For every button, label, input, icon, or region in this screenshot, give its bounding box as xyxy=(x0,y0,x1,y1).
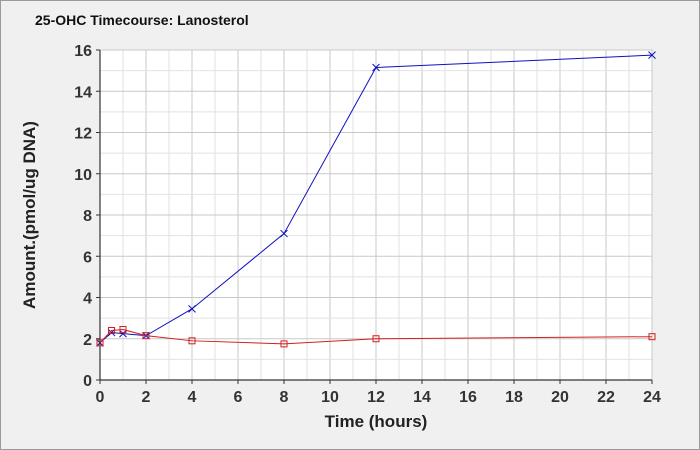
axes xyxy=(96,49,653,384)
series-1 xyxy=(96,51,656,347)
marker-stroke xyxy=(372,63,380,72)
series-layer xyxy=(96,51,656,348)
data-point-square-marker xyxy=(188,337,196,345)
data-point-square-marker xyxy=(280,340,288,348)
data-point-square-marker xyxy=(142,332,150,340)
series-2 xyxy=(96,325,656,348)
data-point-square-marker xyxy=(96,339,104,347)
data-point-x-marker xyxy=(372,63,380,72)
x-tick-label: 10 xyxy=(321,389,339,406)
y-tick-label: 12 xyxy=(74,126,92,143)
data-point-square-marker xyxy=(108,327,115,334)
chart-title: 25-OHC Timecourse: Lanosterol xyxy=(35,12,249,28)
y-tick-label: 2 xyxy=(83,332,92,349)
x-tick-label: 4 xyxy=(188,389,197,406)
x-tick-label: 0 xyxy=(96,389,105,406)
y-tick-label: 16 xyxy=(74,43,92,60)
y-tick-label: 0 xyxy=(83,373,92,390)
series-line xyxy=(99,54,653,344)
data-point-square-marker xyxy=(648,333,656,341)
x-tick-label: 18 xyxy=(505,389,523,406)
data-point-x-marker xyxy=(648,51,656,60)
marker-stroke xyxy=(188,304,196,313)
y-tick-label: 8 xyxy=(83,208,92,225)
series-line xyxy=(99,328,653,345)
data-point-x-marker xyxy=(280,229,288,238)
data-point-x-marker xyxy=(188,304,196,313)
y-axis-label: Amount.(pmol/ug DNA) xyxy=(20,121,39,309)
x-tick-label: 14 xyxy=(413,389,431,406)
y-tick-label: 10 xyxy=(74,167,92,184)
data-point-x-marker xyxy=(119,329,127,338)
x-tick-label: 22 xyxy=(597,389,615,406)
marker-stroke xyxy=(119,329,127,338)
marker-stroke xyxy=(648,51,656,60)
x-tick-label: 24 xyxy=(643,389,661,406)
data-point-square-marker xyxy=(119,325,127,333)
y-tick-label: 6 xyxy=(83,249,92,266)
y-tick-label: 4 xyxy=(83,291,92,308)
x-tick-label: 6 xyxy=(234,389,243,406)
x-tick-label: 8 xyxy=(280,389,289,406)
y-tick-label: 14 xyxy=(74,84,92,101)
x-tick-label: 12 xyxy=(367,389,385,406)
data-point-square-marker xyxy=(372,335,380,343)
x-tick-label: 2 xyxy=(142,389,151,406)
x-axis-label: Time (hours) xyxy=(325,412,428,431)
x-tick-label: 16 xyxy=(459,389,477,406)
x-tick-label: 20 xyxy=(551,389,569,406)
marker-stroke xyxy=(280,229,288,238)
